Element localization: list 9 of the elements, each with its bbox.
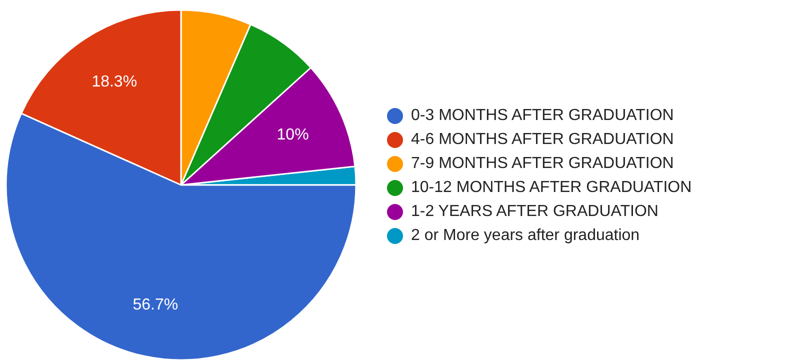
data-label: 18.3%: [92, 74, 138, 91]
legend-label: 10-12 MONTHS AFTER GRADUATION: [411, 179, 692, 197]
legend-label: 7-9 MONTHS AFTER GRADUATION: [411, 155, 674, 173]
data-label: 56.7%: [132, 296, 178, 314]
legend-label: 2 or More years after graduation: [411, 227, 640, 245]
legend-label: 0-3 MONTHS AFTER GRADUATION: [411, 107, 674, 125]
legend-label: 1-2 YEARS AFTER GRADUATION: [411, 203, 658, 221]
legend-label: 4-6 MONTHS AFTER GRADUATION: [411, 131, 674, 149]
data-label: 10%: [276, 126, 309, 144]
